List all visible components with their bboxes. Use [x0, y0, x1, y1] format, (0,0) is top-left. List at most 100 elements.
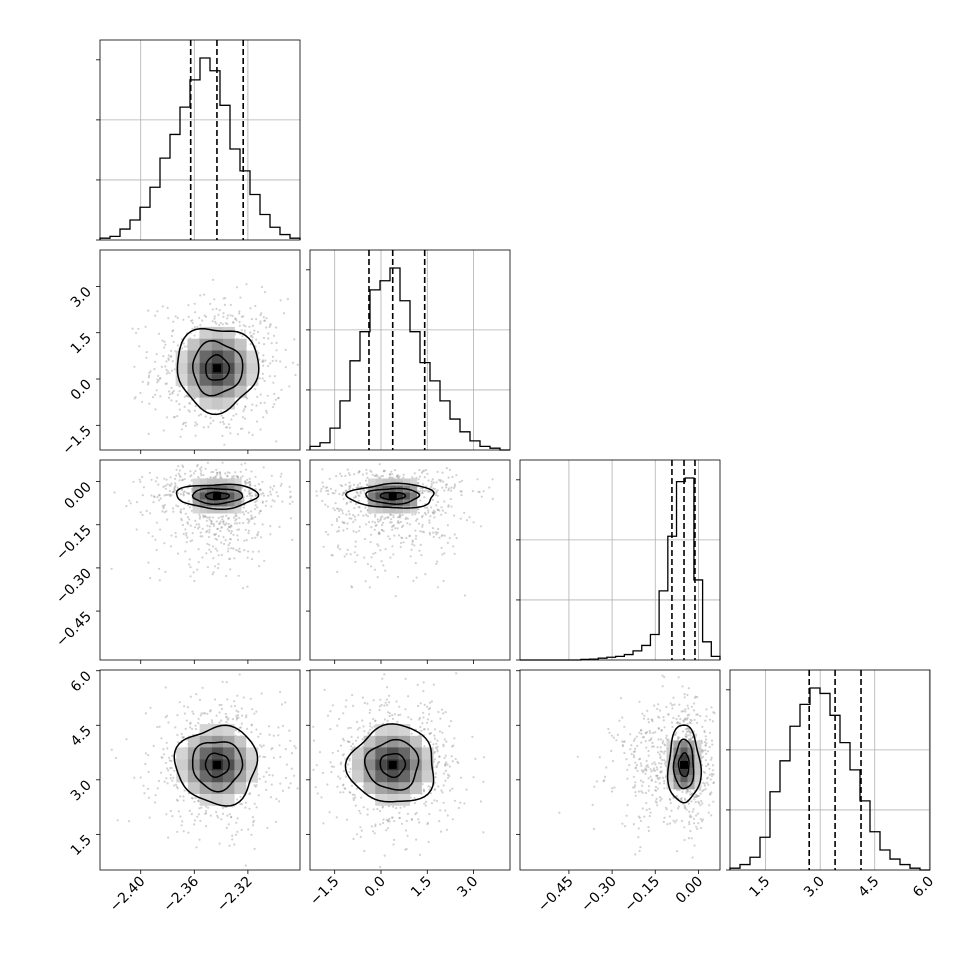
scatter-point — [169, 355, 172, 358]
scatter-point — [686, 722, 689, 725]
scatter-point — [621, 822, 624, 825]
density-cell — [421, 747, 434, 760]
scatter-point — [177, 810, 180, 813]
scatter-point — [205, 825, 208, 828]
scatter-point — [435, 742, 438, 745]
scatter-point — [382, 469, 385, 472]
scatter-point — [189, 722, 192, 726]
scatter-point — [148, 816, 151, 819]
scatter-point — [233, 557, 236, 560]
scatter-point — [373, 521, 377, 524]
scatter-point — [178, 390, 181, 393]
scatter-point — [199, 467, 202, 471]
scatter-point — [400, 541, 403, 545]
scatter-point — [161, 305, 164, 308]
scatter-point — [235, 714, 238, 718]
scatter-point — [195, 846, 198, 849]
scatter-point — [260, 312, 263, 315]
scatter-point — [183, 345, 186, 348]
scatter-point — [405, 847, 408, 851]
scatter-point — [221, 420, 225, 423]
density-cell — [213, 499, 221, 507]
scatter-point — [381, 515, 384, 518]
scatter-point — [390, 476, 393, 479]
scatter-point — [162, 748, 165, 751]
scatter-point — [245, 283, 248, 286]
scatter-point — [453, 737, 456, 740]
scatter-point — [390, 470, 393, 473]
scatter-point — [234, 317, 237, 320]
scatter-point — [255, 338, 258, 341]
scatter-point — [384, 569, 387, 572]
scatter-point — [236, 538, 239, 542]
scatter-point — [659, 755, 662, 758]
scatter-point — [396, 575, 400, 579]
scatter-point — [418, 549, 421, 552]
scatter-point — [638, 849, 641, 853]
scatter-point — [427, 840, 430, 844]
scatter-point — [145, 509, 148, 512]
scatter-point — [152, 501, 155, 504]
scatter-point — [172, 490, 175, 493]
scatter-point — [367, 732, 370, 735]
scatter-point — [657, 727, 660, 730]
scatter-point — [430, 700, 433, 703]
scatter-point — [683, 798, 687, 802]
scatter-point — [261, 360, 264, 363]
scatter-point — [220, 707, 224, 711]
scatter-point — [450, 505, 453, 508]
scatter-point — [262, 466, 265, 469]
scatter-point — [434, 510, 437, 514]
scatter-point — [424, 485, 428, 488]
scatter-point — [258, 755, 261, 758]
scatter-point — [356, 486, 359, 489]
scatter-point — [163, 503, 166, 507]
scatter-point — [693, 795, 696, 799]
scatter-point — [211, 721, 214, 724]
scatter-point — [640, 790, 643, 793]
scatter-point — [281, 500, 284, 503]
scatter-point — [689, 814, 692, 817]
scatter-point — [650, 770, 653, 773]
scatter-point — [146, 383, 150, 386]
scatter-point — [240, 315, 243, 318]
scatter-point — [259, 314, 262, 317]
scatter-point — [435, 562, 438, 565]
x-tick-label: −0.15 — [621, 874, 663, 916]
scatter-point — [154, 801, 157, 804]
scatter-point — [348, 517, 351, 520]
scatter-point — [687, 730, 690, 733]
scatter-point — [423, 511, 426, 515]
scatter-point — [420, 554, 423, 557]
scatter-point — [225, 681, 228, 684]
scatter-point — [593, 785, 596, 788]
scatter-point — [176, 733, 179, 737]
scatter-point — [421, 525, 424, 528]
scatter-point — [638, 757, 642, 761]
scatter-point — [251, 816, 254, 819]
scatter-point — [639, 846, 642, 849]
scatter-point — [178, 479, 181, 482]
scatter-point — [175, 783, 178, 786]
scatter-point — [336, 519, 339, 523]
scatter-point — [278, 525, 281, 529]
scatter-point — [251, 516, 254, 519]
density-cell — [666, 782, 674, 790]
scatter-point — [261, 480, 264, 483]
scatter-point — [453, 514, 456, 517]
scatter-point — [258, 358, 261, 361]
scatter-point — [692, 822, 696, 825]
scatter-point — [204, 467, 207, 470]
scatter-point — [231, 314, 234, 317]
scatter-point — [259, 489, 262, 492]
density-cell — [206, 492, 214, 500]
scatter-point — [694, 695, 697, 698]
contour-outer — [175, 483, 260, 511]
scatter-point — [232, 321, 235, 324]
scatter-point — [348, 791, 351, 794]
scatter-point — [224, 297, 227, 300]
scatter-point — [113, 491, 116, 494]
scatter-point — [406, 522, 409, 525]
scatter-point — [240, 828, 243, 831]
